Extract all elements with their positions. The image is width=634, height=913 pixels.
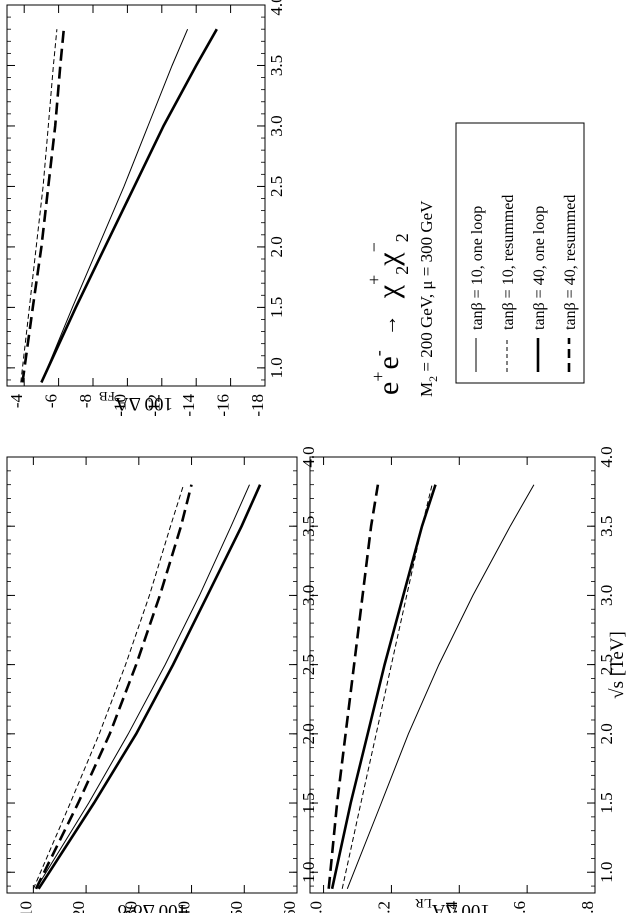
y-tick-label: -16 <box>214 394 233 417</box>
y-tick-label: -4 <box>7 394 26 409</box>
x-tick-label: 1.0 <box>597 862 616 883</box>
param-rest: = 200 GeV, μ = 300 GeV <box>417 200 436 376</box>
x-tick-label: 3.5 <box>299 516 318 537</box>
y-tick-label: -50 <box>227 901 246 913</box>
x-tick-label: 2.5 <box>299 654 318 675</box>
series-line-thick-solid <box>330 484 437 890</box>
x-tick-label: 1.0 <box>267 357 286 378</box>
panel-forward-backward: 1.0 1.5 2.0 2.5 3.0 3.5 4.0 -4 -6 -8 -10 -12 -14 -16-… <box>6 0 286 417</box>
panel-cross-section: 1.0 1.5 2.0 2.5 3.0 3.5 4.0 -10 -20 -30 -40 -50 -60 1… <box>6 446 318 913</box>
y-axis-label-sub: FB <box>99 389 115 404</box>
plot-frame <box>309 456 596 894</box>
process-e1-sup: + <box>368 372 388 382</box>
process-arrow: → <box>376 314 401 336</box>
series-line-thick-dashed <box>34 484 193 890</box>
x-tick-label: 2.5 <box>597 654 616 675</box>
series-line-thin-dashed <box>341 484 433 889</box>
y-tick-label: -14 <box>179 394 198 417</box>
y-tick-label: -30 <box>122 901 141 913</box>
y-tick-label: -10 <box>16 901 35 913</box>
x-tick-label: 4.0 <box>597 446 616 467</box>
param-m2: M <box>417 382 436 397</box>
y-axis-label-main: 100 ΔA <box>115 393 173 414</box>
process-e2-sup: - <box>368 350 388 356</box>
legend-label: tanβ = 40, one loop <box>531 206 548 330</box>
x-tick-label: 3.0 <box>299 585 318 606</box>
parameters-label: M2 = 200 GeV, μ = 300 GeV <box>417 200 440 397</box>
y-axis-label: 100 ΔAFB <box>99 389 173 414</box>
y-axis-label: 100 ΔALR <box>415 896 490 913</box>
x-tick-label: 4.0 <box>267 0 286 16</box>
x-tick-label: 4.0 <box>299 446 318 467</box>
series-line-thin-solid <box>346 484 535 889</box>
x-axis-label: √s [TeV] <box>607 631 628 699</box>
x-tick-label: 2.5 <box>267 176 286 197</box>
x-tick-label: 2.0 <box>267 236 286 257</box>
series-line-thin-dashed <box>32 484 185 889</box>
process-e2: e <box>372 356 405 369</box>
y-tick-label: -0.6 <box>510 901 529 913</box>
process-chi1-sup: + <box>364 275 384 285</box>
series-line-thick-dashed <box>21 29 66 383</box>
y-axis-label: 100 Δσ/σ <box>117 900 187 913</box>
x-tick-label: 1.5 <box>267 297 286 318</box>
process-chi2: χ <box>372 252 405 267</box>
svg-text:e+e-→χ+2χ−2: e+e-→χ+2χ−2 <box>364 233 412 395</box>
x-tick-label: 2.0 <box>597 723 616 744</box>
process-e1: e <box>372 382 405 395</box>
legend-label: tanβ = 10, resummed <box>500 195 517 330</box>
legend-label: tanβ = 40, resummed <box>562 195 579 330</box>
plot-frame <box>6 456 298 894</box>
x-tick-label: 1.5 <box>299 792 318 813</box>
x-tick-label: 3.5 <box>597 516 616 537</box>
series-line-thin-dashed <box>20 29 58 383</box>
y-tick-label: -60 <box>280 901 299 913</box>
series-line-thin-solid <box>40 29 189 383</box>
process-chi2-sub: 2 <box>392 233 412 242</box>
series-line-thick-solid <box>37 484 262 890</box>
process-chi2-sup: − <box>364 242 384 252</box>
y-tick-label: -40 <box>174 901 193 913</box>
y-tick-label: -12 <box>145 394 164 417</box>
legend-label: tanβ = 10, one loop <box>469 206 486 330</box>
x-tick-label: 1.5 <box>597 792 616 813</box>
y-tick-label: -18 <box>248 394 267 417</box>
x-tick-label: 3.5 <box>267 55 286 76</box>
y-tick-label: -0.4 <box>442 901 461 913</box>
y-tick-label: -0.8 <box>578 901 597 913</box>
y-axis-label-main: 100 Δσ/σ <box>117 900 187 913</box>
series-line-thick-dashed <box>327 484 380 889</box>
panel-left-right: 1.0 1.5 2.0 2.5 3.0 3.5 4.0 0.0 -0.2 -0.4 -0.6 -0.8… <box>306 446 616 913</box>
process-chi1-sub: 2 <box>392 266 412 275</box>
plot-frame <box>6 4 266 387</box>
y-tick-label: 0.0 <box>306 901 325 913</box>
y-tick-label: -6 <box>42 394 61 408</box>
legend: tanβ = 10, one loop tanβ = 10, resummed ta… <box>455 122 585 384</box>
y-tick-label: -0.2 <box>374 901 393 913</box>
y-axis-label-sub: LR <box>415 896 432 911</box>
y-tick-label: -20 <box>69 901 88 913</box>
series-line-thin-solid <box>35 484 250 890</box>
process-chi1: χ <box>372 284 405 299</box>
y-tick-label: -10 <box>110 394 129 417</box>
process-label: e+e-→χ+2χ−2 <box>364 233 412 395</box>
x-tick-label: 3.0 <box>597 585 616 606</box>
x-tick-label: 2.0 <box>299 723 318 744</box>
x-tick-label: 1.0 <box>299 862 318 883</box>
legend-box <box>455 122 585 384</box>
y-axis-label-main: 100 ΔA <box>431 900 489 913</box>
x-tick-label: 3.0 <box>267 115 286 136</box>
y-tick-label: -8 <box>76 394 95 408</box>
series-line-thick-solid <box>40 28 218 383</box>
param-m2-sub: 2 <box>426 376 440 382</box>
